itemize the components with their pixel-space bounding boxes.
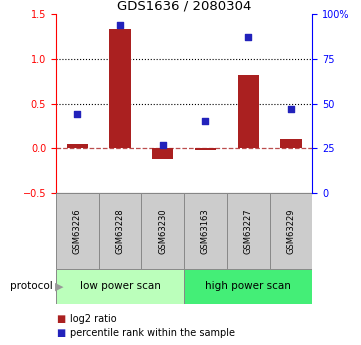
Text: GSM63229: GSM63229: [286, 208, 295, 254]
Text: GSM63228: GSM63228: [116, 208, 125, 254]
Bar: [152, 148, 173, 159]
Text: ■: ■: [56, 328, 65, 338]
Text: GSM63230: GSM63230: [158, 208, 167, 254]
Bar: [142, 193, 184, 269]
Text: GSM63226: GSM63226: [73, 208, 82, 254]
Bar: [56, 193, 99, 269]
Point: [160, 142, 166, 148]
Point: [245, 34, 251, 40]
Text: ■: ■: [56, 314, 65, 324]
Bar: [227, 193, 270, 269]
Bar: [184, 193, 227, 269]
Point: [117, 22, 123, 27]
Text: GSM63227: GSM63227: [244, 208, 253, 254]
Point: [203, 119, 208, 124]
Text: log2 ratio: log2 ratio: [70, 314, 117, 324]
Point: [288, 106, 294, 112]
Point: [74, 111, 80, 117]
Bar: [195, 148, 216, 150]
Bar: [99, 193, 142, 269]
Text: protocol: protocol: [10, 282, 52, 291]
Bar: [280, 139, 301, 148]
Text: low power scan: low power scan: [79, 282, 161, 291]
Bar: [109, 29, 131, 148]
Bar: [56, 269, 184, 304]
Text: high power scan: high power scan: [205, 282, 291, 291]
Title: GDS1636 / 2080304: GDS1636 / 2080304: [117, 0, 251, 13]
Bar: [270, 193, 312, 269]
Text: ▶: ▶: [55, 282, 64, 291]
Bar: [184, 269, 312, 304]
Text: percentile rank within the sample: percentile rank within the sample: [70, 328, 235, 338]
Bar: [67, 144, 88, 148]
Bar: [238, 75, 259, 148]
Text: GSM63163: GSM63163: [201, 208, 210, 254]
